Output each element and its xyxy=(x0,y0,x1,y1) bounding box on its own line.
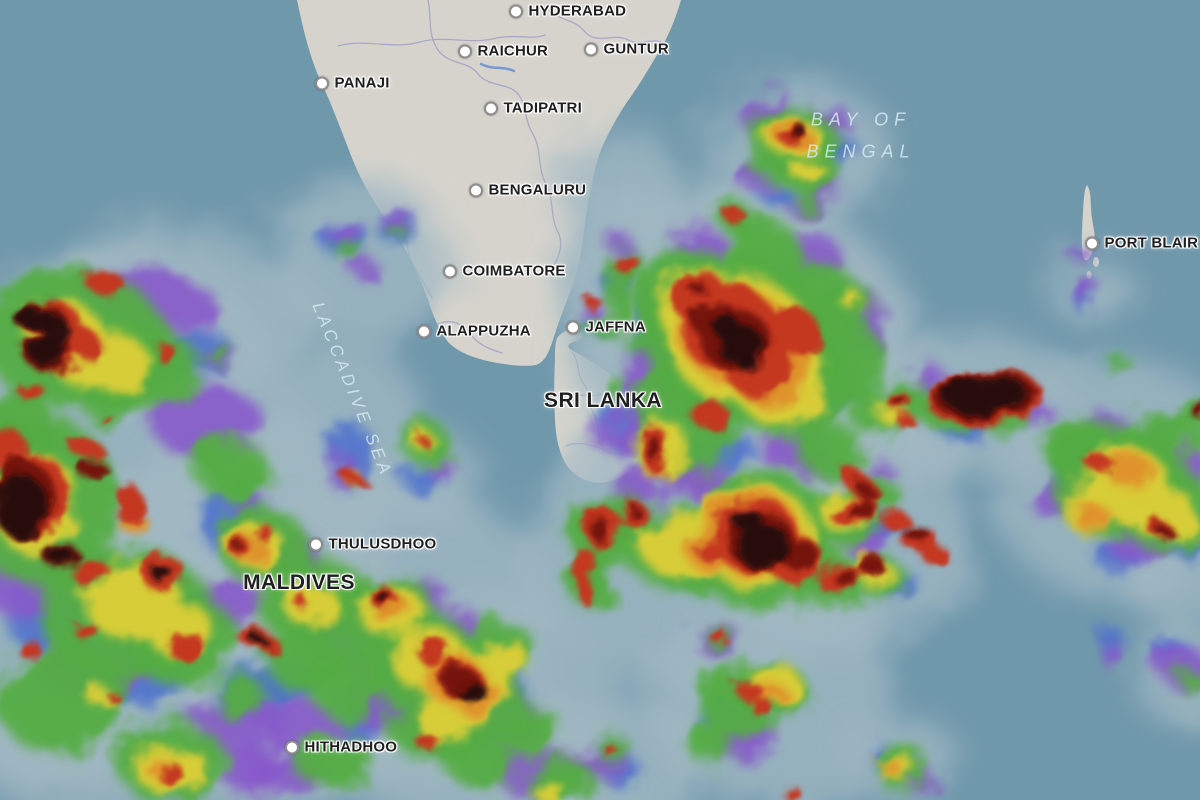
country-label: MALDIVES xyxy=(243,571,355,594)
city-marker[interactable]: BENGALURU xyxy=(468,181,587,199)
city-marker[interactable]: JAFFNA xyxy=(565,318,646,336)
city-label: THULUSDHOO xyxy=(328,535,437,553)
city-label: GUNTUR xyxy=(603,40,669,58)
city-marker[interactable]: HYDERABAD xyxy=(508,2,627,20)
city-label: COIMBATORE xyxy=(462,262,566,280)
country-label: SRI LANKA xyxy=(544,389,662,412)
city-marker[interactable]: RAICHUR xyxy=(457,42,549,60)
city-label: PANAJI xyxy=(334,74,390,92)
city-marker[interactable]: COIMBATORE xyxy=(442,262,566,280)
city-dot-icon[interactable] xyxy=(508,4,523,18)
sea-label: LACCADIVE SEA xyxy=(303,298,401,483)
city-dot-icon[interactable] xyxy=(583,42,598,56)
city-label: HITHADHOO xyxy=(304,738,398,756)
city-dot-icon[interactable] xyxy=(442,264,457,278)
sea-label: BAY OF BENGAL xyxy=(806,105,915,168)
city-dot-icon[interactable] xyxy=(1084,236,1099,250)
city-dot-icon[interactable] xyxy=(483,101,498,115)
city-label: TADIPATRI xyxy=(503,99,582,117)
sea-label-line: BENGAL xyxy=(806,141,916,161)
city-marker[interactable]: PORT BLAIR xyxy=(1084,234,1199,252)
city-label: RAICHUR xyxy=(477,42,549,60)
city-label: BENGALURU xyxy=(488,181,587,199)
city-label: PORT BLAIR xyxy=(1104,234,1199,252)
city-marker[interactable]: ALAPPUZHA xyxy=(416,322,531,340)
sea-label-line: LACCADIVE SEA xyxy=(308,299,397,481)
city-label: JAFFNA xyxy=(585,318,646,336)
city-dot-icon[interactable] xyxy=(314,76,329,90)
city-marker[interactable]: TADIPATRI xyxy=(483,99,582,117)
city-label: ALAPPUZHA xyxy=(436,322,531,340)
city-marker[interactable]: THULUSDHOO xyxy=(308,535,437,553)
city-marker[interactable]: GUNTUR xyxy=(583,40,669,58)
city-dot-icon[interactable] xyxy=(468,183,483,197)
city-dot-icon[interactable] xyxy=(565,320,580,334)
city-dot-icon[interactable] xyxy=(457,44,472,58)
city-marker[interactable]: PANAJI xyxy=(314,74,390,92)
city-dot-icon[interactable] xyxy=(308,537,323,551)
city-dot-icon[interactable] xyxy=(284,740,299,754)
city-label: HYDERABAD xyxy=(528,2,627,20)
sea-label-line: BAY OF xyxy=(810,109,912,130)
city-marker[interactable]: HITHADHOO xyxy=(284,738,398,756)
city-dot-icon[interactable] xyxy=(416,324,431,338)
